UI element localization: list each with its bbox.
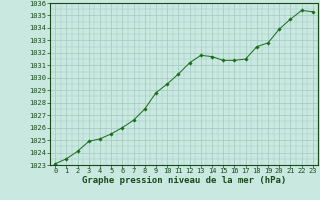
- X-axis label: Graphe pression niveau de la mer (hPa): Graphe pression niveau de la mer (hPa): [82, 176, 286, 185]
